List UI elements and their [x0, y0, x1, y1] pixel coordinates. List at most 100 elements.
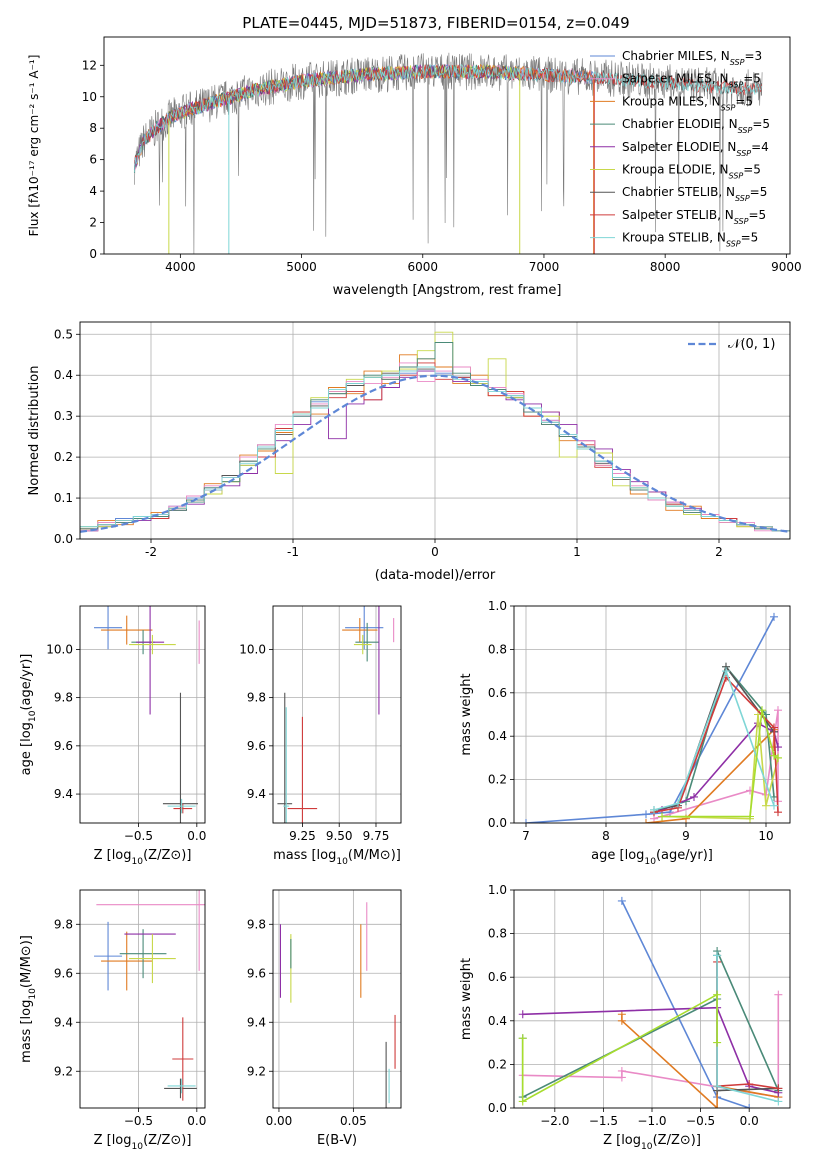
x-axis-label: age [log10(age/yr)]	[591, 848, 713, 867]
weight-marker	[745, 1080, 754, 1089]
histogram-series	[80, 366, 790, 539]
y-axis-label: Normed distribution	[27, 366, 42, 496]
x-tick-label: −0.5	[686, 1114, 715, 1128]
errorbar-point	[136, 606, 165, 715]
legend-entry: Chabrier ELODIE, NSSP=5	[622, 117, 770, 135]
x-tick-label: 9.50	[326, 829, 353, 843]
y-tick-label: 10	[82, 90, 97, 104]
histogram-plot-area	[80, 331, 790, 539]
legend-entry: 𝒩(0, 1)	[728, 337, 775, 352]
weight-line	[525, 616, 775, 823]
x-tick-label: 0	[431, 545, 439, 559]
x-tick-label: 8000	[650, 260, 681, 274]
errorbar-point	[129, 634, 176, 655]
weight-marker	[522, 819, 530, 823]
weight-marker	[774, 1084, 783, 1093]
weight-marker	[713, 1038, 722, 1047]
errorbar-point	[119, 929, 167, 979]
residuals-panel: -2 -1 0 1 2 0.0 0.1 0.2 0.3 0.4 0.5 (data-model)/er…	[27, 321, 791, 583]
spectrum-model-line	[133, 63, 762, 173]
axes-frame	[272, 605, 402, 824]
y-tick-label: 9.4	[54, 787, 73, 801]
x-tick-label: 7000	[529, 260, 560, 274]
x-tick-label: 4000	[165, 260, 196, 274]
x-tick-label: 8	[602, 829, 610, 843]
y-axis-label: mass weight	[459, 673, 474, 755]
y-axis-label: age [log10(age/yr)]	[19, 654, 38, 776]
y-tick-label: 9.2	[247, 1064, 266, 1078]
mass-weight-vs-Z-panel: −2.0 −1.5 −1.0 −0.5 0.0 0.0 0.2 0.4 0.6 0.8 1.0 Z […	[459, 883, 791, 1152]
y-tick-label: 9.4	[54, 1015, 73, 1029]
weight-marker	[658, 812, 666, 821]
y-tick-label: 0.6	[488, 970, 507, 984]
x-tick-label: −0.5	[124, 829, 153, 843]
legend-entry: Salpeter STELIB, NSSP=5	[622, 208, 766, 226]
line-plot-area	[518, 896, 783, 1108]
axes-frame	[103, 36, 791, 255]
y-tick-label: 0.5	[54, 327, 73, 341]
y-tick-label: 9.6	[247, 966, 266, 980]
y-tick-label: 9.8	[247, 691, 266, 705]
spectrum-plot-area	[133, 52, 763, 254]
weight-marker	[770, 723, 778, 732]
weight-marker	[774, 706, 782, 715]
x-tick-label: 0.0	[187, 1114, 206, 1128]
y-tick-label: 9.6	[54, 966, 73, 980]
y-tick-label: 0.1	[54, 491, 73, 505]
y-tick-label: 0.0	[488, 816, 507, 830]
y-tick-label: 9.2	[54, 1064, 73, 1078]
weight-series	[658, 706, 782, 821]
y-tick-label: 6	[89, 153, 97, 167]
errorbar-point	[172, 1017, 194, 1101]
y-tick-label: 0.2	[54, 450, 73, 464]
weight-marker	[518, 1034, 527, 1043]
weight-marker	[774, 753, 782, 762]
x-tick-label: 10	[758, 829, 773, 843]
errorbar-plot-area	[277, 606, 395, 823]
weight-marker	[617, 896, 626, 905]
weight-marker	[745, 1104, 754, 1108]
errorbar-point	[94, 606, 123, 650]
figure-title: PLATE=0445, MJD=51873, FIBERID=0154, z=0…	[242, 14, 629, 32]
weight-marker	[722, 667, 730, 676]
weight-marker	[770, 801, 778, 810]
x-axis-label: Z [log10(Z/Z⊙)]	[94, 848, 192, 867]
x-tick-label: 7	[522, 829, 530, 843]
weight-marker	[650, 805, 658, 814]
weight-marker	[746, 812, 754, 821]
mass-vs-Z-panel: −0.5 0.0 9.2 9.4 9.6 9.8 Z [log10(Z/Z⊙)] mass […	[19, 889, 206, 1152]
weight-marker	[617, 1016, 626, 1025]
y-tick-label: 4	[89, 184, 97, 198]
gaussian-curve	[80, 374, 790, 533]
weight-marker	[762, 801, 770, 810]
y-tick-label: 0.8	[488, 642, 507, 656]
y-tick-label: 9.6	[54, 739, 73, 753]
weight-marker	[642, 810, 650, 819]
weight-marker	[713, 1082, 722, 1091]
legend-entry: Chabrier MILES, NSSP=3	[622, 49, 762, 67]
weight-marker	[770, 612, 778, 621]
errorbar-point	[101, 931, 153, 991]
x-tick-label: 5000	[286, 260, 317, 274]
y-tick-label: 10.0	[46, 642, 73, 656]
errorbar-plot-area	[279, 902, 396, 1108]
axes-frame	[79, 889, 206, 1109]
errorbar-point	[353, 634, 372, 655]
y-tick-label: 0.4	[488, 729, 507, 743]
weight-line	[653, 668, 775, 811]
errorbar-point	[167, 798, 196, 814]
y-tick-label: 0.0	[488, 1101, 507, 1115]
line-plot-area	[522, 612, 782, 823]
x-tick-label: −1.5	[589, 1114, 618, 1128]
x-tick-label: −0.5	[124, 1114, 153, 1128]
y-tick-label: 0.3	[54, 409, 73, 423]
y-tick-label: 1.0	[488, 599, 507, 613]
x-tick-label: 0.0	[740, 1114, 759, 1128]
y-tick-label: 0.0	[54, 532, 73, 546]
weight-marker	[713, 1104, 722, 1108]
x-tick-label: 9000	[771, 260, 802, 274]
x-tick-label: 0.00	[266, 1114, 293, 1128]
spectrum-model-line	[133, 63, 762, 170]
age-vs-mass-panel: 9.25 9.50 9.75 9.4 9.6 9.8 10.0 mass [log10(M/M…	[239, 605, 402, 867]
